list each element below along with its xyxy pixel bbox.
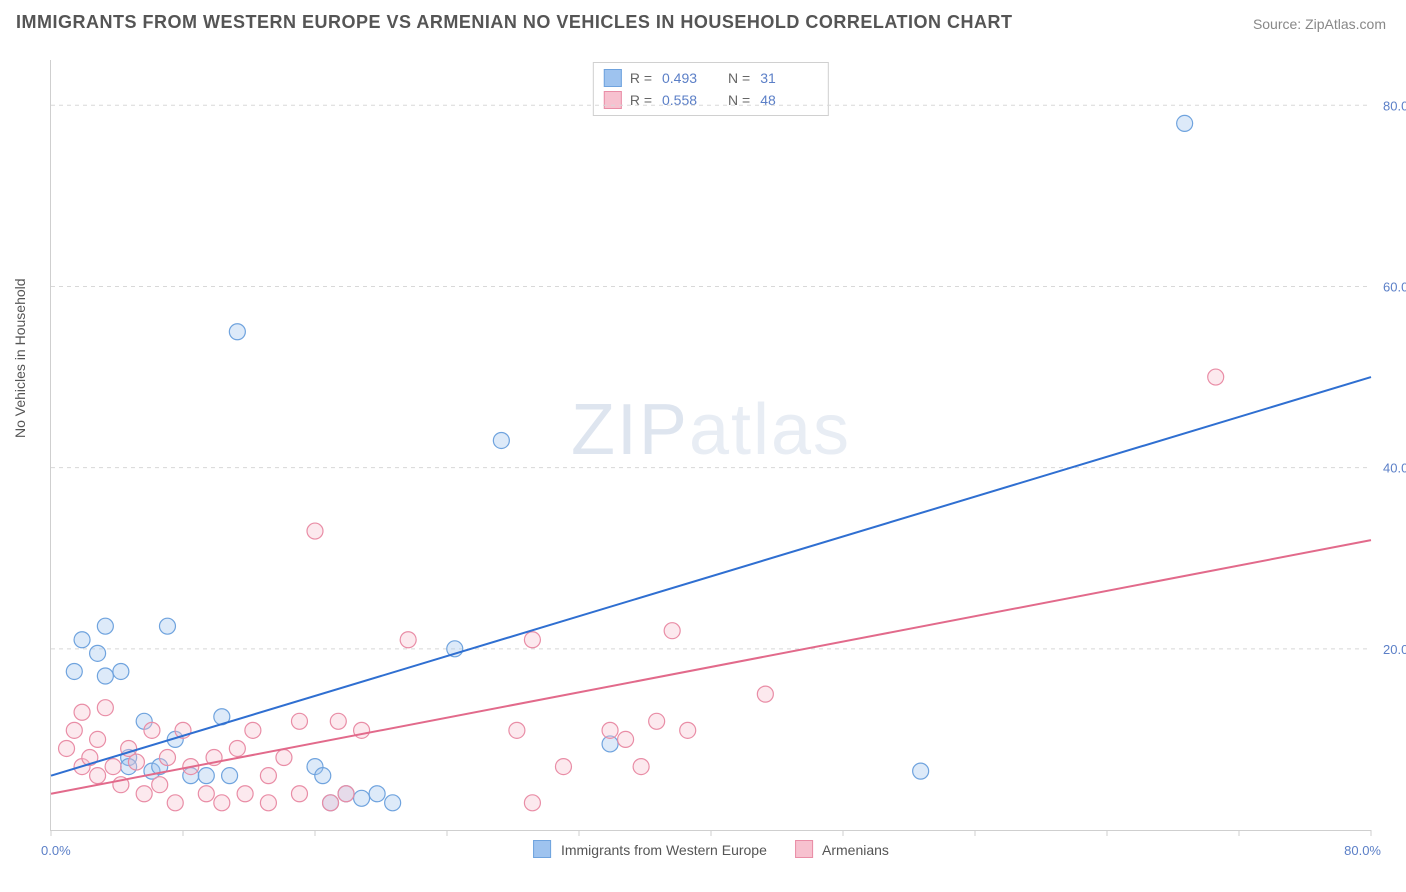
chart-title: IMMIGRANTS FROM WESTERN EUROPE VS ARMENI… [16,12,1013,33]
svg-text:40.0%: 40.0% [1383,461,1406,476]
legend-item-2: Armenians [795,840,889,858]
x-axis-max-label: 80.0% [1344,843,1381,858]
chart-svg: 20.0%40.0%60.0%80.0% [51,60,1371,830]
legend-label-1: Immigrants from Western Europe [561,842,767,858]
plot-area: ZIPatlas R = 0.493 N = 31 R = 0.558 N = … [50,60,1371,831]
legend-item-1: Immigrants from Western Europe [533,840,767,858]
x-axis-min-label: 0.0% [41,843,71,858]
legend-swatch-blue [533,840,551,858]
legend-label-2: Armenians [822,842,889,858]
legend-swatch-pink [795,840,813,858]
svg-text:20.0%: 20.0% [1383,642,1406,657]
legend-series: Immigrants from Western Europe Armenians [533,840,889,858]
svg-text:60.0%: 60.0% [1383,279,1406,294]
source-attribution: Source: ZipAtlas.com [1253,16,1386,32]
svg-text:80.0%: 80.0% [1383,98,1406,113]
